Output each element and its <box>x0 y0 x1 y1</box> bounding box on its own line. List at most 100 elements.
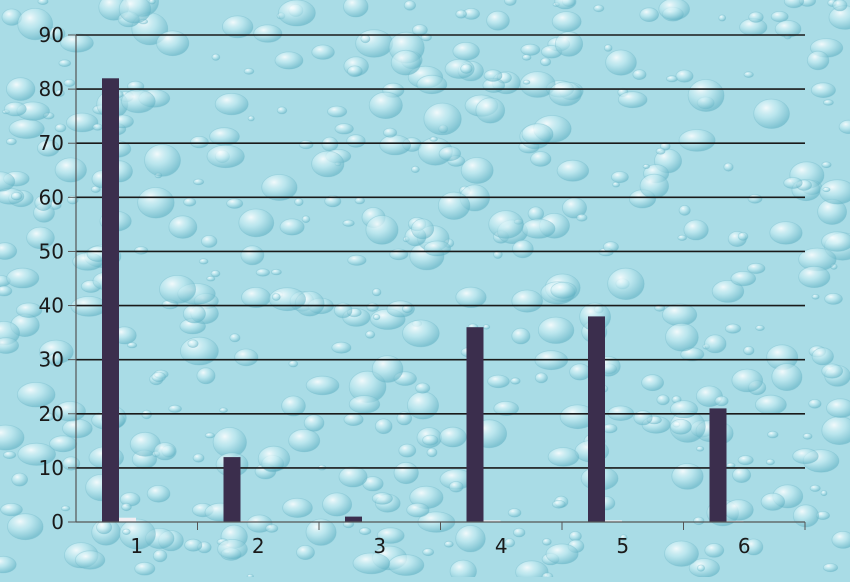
water-drop <box>821 491 827 496</box>
water-drop <box>197 368 215 384</box>
water-drop <box>348 66 363 77</box>
water-drop <box>184 198 196 206</box>
water-drop <box>283 498 313 517</box>
water-drop <box>272 294 280 301</box>
water-drop <box>384 128 397 137</box>
water-drop <box>306 376 339 395</box>
water-drop <box>266 524 278 532</box>
x-tick-label: 2 <box>252 534 265 558</box>
water-drop <box>812 294 819 299</box>
water-drop <box>271 269 281 275</box>
water-drop <box>239 209 274 237</box>
water-drop <box>793 449 819 464</box>
water-drop <box>372 289 381 296</box>
water-drop <box>375 419 392 434</box>
water-drop <box>512 328 530 344</box>
water-drop <box>577 214 587 221</box>
water-drop <box>754 99 790 128</box>
water-drop <box>424 241 451 256</box>
water-drop <box>823 564 837 572</box>
water-drop <box>61 34 94 52</box>
water-drop <box>522 219 555 238</box>
water-drop <box>488 375 510 388</box>
water-drop <box>833 0 847 11</box>
water-drop <box>662 304 696 326</box>
water-drop <box>416 383 430 393</box>
water-drop <box>725 324 740 333</box>
water-drop <box>552 500 565 508</box>
bar-series-1-cat-2 <box>224 457 241 522</box>
y-tick-label: 60 <box>39 185 64 209</box>
water-drop <box>145 145 181 177</box>
y-tick-label: 30 <box>39 348 64 372</box>
y-tick-label: 70 <box>39 131 64 155</box>
water-drop <box>411 166 419 172</box>
water-drop <box>541 58 551 66</box>
water-drop <box>748 194 762 203</box>
water-drop <box>823 100 833 106</box>
water-drop <box>719 15 726 21</box>
water-drop <box>733 468 751 483</box>
water-drop <box>372 493 392 505</box>
water-drop <box>152 372 166 382</box>
water-drop <box>160 275 196 303</box>
water-drop <box>456 10 467 18</box>
water-drop <box>430 137 438 142</box>
water-drop <box>570 364 591 380</box>
water-drop <box>749 12 764 22</box>
water-drop <box>552 12 581 32</box>
water-drop <box>361 35 370 43</box>
water-drop <box>297 545 315 559</box>
water-drop <box>295 198 304 205</box>
water-drop <box>64 79 75 86</box>
water-drop <box>822 232 850 252</box>
water-drop <box>522 124 553 145</box>
water-drop <box>643 164 650 168</box>
water-drop <box>487 11 510 30</box>
water-drop <box>183 305 205 323</box>
water-drop <box>241 246 264 265</box>
water-drop <box>6 138 16 145</box>
water-drop <box>696 446 703 451</box>
water-drop <box>306 519 336 545</box>
water-drop <box>679 130 715 152</box>
bar-series-1-cat-6 <box>710 408 727 522</box>
water-drop <box>440 427 467 447</box>
water-drop <box>642 375 664 391</box>
water-drop <box>659 0 690 20</box>
water-drop <box>404 1 415 11</box>
water-drop <box>705 544 724 558</box>
water-drop <box>453 42 480 60</box>
water-drop <box>328 106 347 117</box>
water-drop <box>812 348 833 365</box>
water-drop <box>389 555 424 576</box>
water-drop <box>332 342 351 353</box>
water-drop <box>207 145 244 168</box>
water-drop <box>355 197 365 204</box>
water-drop <box>366 216 398 245</box>
bar-series-1-cat-5 <box>588 316 605 522</box>
water-drop <box>194 179 204 185</box>
water-drop <box>135 247 148 255</box>
water-drop <box>55 158 86 182</box>
water-drop <box>483 325 490 330</box>
water-drop <box>793 505 818 527</box>
water-drop <box>147 485 170 502</box>
water-drop <box>738 232 748 240</box>
y-tick-label: 50 <box>39 239 64 263</box>
y-tick-label: 80 <box>39 77 64 101</box>
water-drop <box>153 550 167 562</box>
water-drop <box>618 92 647 108</box>
water-drop <box>280 219 304 235</box>
water-drop <box>549 82 581 106</box>
water-drop <box>744 72 753 78</box>
bar-series-1-cat-1 <box>102 78 119 522</box>
water-drop <box>230 334 240 342</box>
water-drop <box>670 401 697 418</box>
x-tick-label: 4 <box>495 534 508 558</box>
x-tick-label: 6 <box>738 534 751 558</box>
water-drop <box>394 462 418 483</box>
water-drop <box>715 396 728 406</box>
